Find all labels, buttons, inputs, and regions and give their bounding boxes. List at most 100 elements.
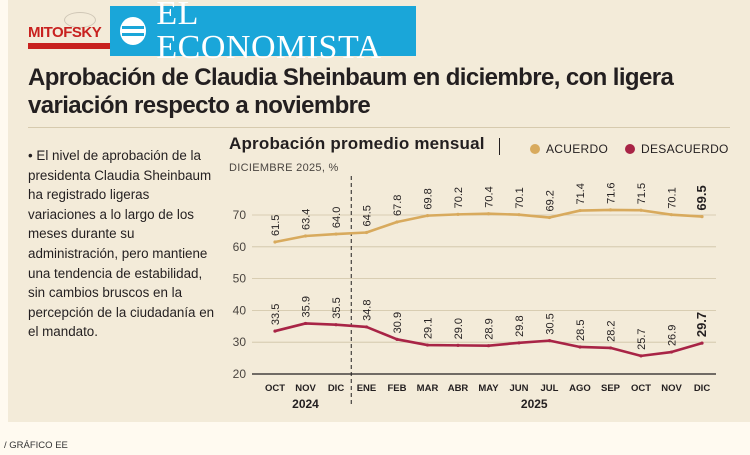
data-label-acuerdo-3: 64.5: [362, 205, 374, 226]
data-label-desacuerdo-2: 35.5: [331, 297, 343, 318]
data-label-acuerdo-6: 70.2: [453, 187, 465, 208]
data-point-desacuerdo-11: [608, 346, 613, 350]
data-label-desacuerdo-12: 25.7: [636, 328, 648, 349]
data-point-desacuerdo-2: [334, 323, 338, 327]
data-point-desacuerdo-5: [425, 343, 430, 347]
data-point-acuerdo-7: [486, 212, 491, 216]
y-tick-label-20: 20: [233, 367, 247, 381]
y-tick-label-30: 30: [233, 335, 247, 349]
mitofsky-swirl-icon: [64, 12, 96, 28]
data-label-acuerdo-9: 69.2: [545, 190, 557, 211]
mitofsky-logo: MITOFSKY: [28, 12, 110, 52]
data-label-acuerdo-0: 61.5: [270, 215, 282, 236]
data-label-desacuerdo-11: 28.2: [606, 321, 618, 342]
legend-item-desacuerdo: DESACUERDO: [625, 142, 729, 156]
y-tick-label-70: 70: [233, 208, 247, 222]
data-label-acuerdo-10: 71.4: [575, 183, 587, 204]
data-label-acuerdo-11: 71.6: [606, 182, 618, 203]
data-point-acuerdo-11: [608, 208, 613, 212]
x-tick-label-1: NOV: [295, 383, 316, 394]
data-label-desacuerdo-13: 26.9: [667, 325, 679, 346]
data-label-acuerdo-13: 70.1: [667, 187, 679, 208]
data-label-desacuerdo-1: 35.9: [301, 296, 313, 317]
credit-line: / GRÁFICO EE: [4, 440, 68, 451]
legend-item-acuerdo: ACUERDO: [530, 142, 608, 156]
x-tick-label-14: DIC: [694, 383, 711, 394]
data-label-desacuerdo-4: 30.9: [392, 312, 404, 333]
data-label-desacuerdo-7: 28.9: [484, 318, 496, 339]
data-label-acuerdo-8: 70.1: [514, 187, 526, 208]
y-tick-label-60: 60: [233, 240, 247, 254]
data-point-desacuerdo-10: [578, 345, 582, 349]
data-point-desacuerdo-8: [517, 341, 521, 345]
data-label-desacuerdo-10: 28.5: [575, 320, 587, 341]
data-point-acuerdo-5: [425, 214, 430, 218]
data-point-acuerdo-9: [547, 215, 552, 220]
data-label-acuerdo-1: 63.4: [301, 209, 313, 230]
data-point-desacuerdo-0: [273, 329, 277, 333]
data-point-acuerdo-0: [273, 240, 277, 244]
data-point-acuerdo-2: [334, 232, 338, 236]
data-point-acuerdo-12: [639, 208, 643, 212]
x-tick-label-12: OCT: [631, 383, 651, 394]
data-label-acuerdo-7: 70.4: [484, 186, 496, 207]
x-tick-label-5: MAR: [417, 383, 439, 394]
headline-divider: [28, 127, 730, 128]
data-point-acuerdo-14: [700, 214, 704, 219]
legend-dot-acuerdo: [530, 144, 540, 154]
x-tick-label-4: FEB: [388, 383, 407, 394]
headline: Aprobación de Claudia Sheinbaum en dicie…: [28, 64, 674, 119]
el-economista-globe-icon: [120, 17, 147, 45]
el-economista-logo: EL ECONOMISTA: [110, 0, 416, 65]
data-point-desacuerdo-7: [486, 344, 491, 348]
data-point-desacuerdo-3: [364, 325, 369, 329]
data-label-desacuerdo-8: 29.8: [514, 315, 526, 336]
data-point-desacuerdo-12: [639, 354, 643, 358]
body-text: • El nivel de aprobación de la president…: [28, 148, 215, 340]
data-label-desacuerdo-3: 34.8: [362, 300, 374, 321]
mitofsky-tagline-bar: [28, 43, 110, 49]
data-point-acuerdo-8: [517, 213, 521, 217]
mitofsky-wordmark: MITOFSKY: [28, 24, 102, 41]
x-tick-label-2: DIC: [328, 383, 345, 394]
x-tick-label-8: JUN: [509, 383, 528, 394]
data-label-desacuerdo-14: 29.7: [694, 312, 709, 337]
data-label-acuerdo-5: 69.8: [423, 188, 435, 209]
data-point-acuerdo-6: [456, 212, 460, 216]
data-point-acuerdo-13: [669, 213, 674, 217]
y-tick-label-50: 50: [233, 272, 247, 286]
x-tick-label-11: SEP: [601, 383, 621, 394]
x-tick-label-13: NOV: [661, 383, 682, 394]
data-point-acuerdo-1: [303, 234, 308, 238]
data-label-acuerdo-12: 71.5: [636, 183, 648, 204]
data-point-desacuerdo-1: [303, 321, 308, 326]
x-tick-label-7: MAY: [478, 383, 499, 394]
legend-dot-desacuerdo: [625, 144, 635, 154]
chart-title: Aprobación promedio mensual: [229, 134, 485, 153]
x-tick-label-6: ABR: [448, 383, 469, 394]
chart-subtitle: DICIEMBRE 2025, %: [229, 162, 339, 174]
data-label-desacuerdo-0: 33.5: [270, 304, 282, 325]
data-label-desacuerdo-9: 30.5: [545, 313, 557, 334]
data-point-desacuerdo-13: [669, 350, 674, 354]
year-label-2025: 2025: [521, 397, 548, 411]
x-tick-label-0: OCT: [265, 383, 285, 394]
legend-label-acuerdo: ACUERDO: [546, 142, 609, 156]
data-point-desacuerdo-6: [456, 343, 460, 347]
data-point-desacuerdo-14: [700, 341, 704, 345]
el-economista-wordmark: EL ECONOMISTA: [156, 0, 382, 66]
chart-title-divider: [499, 138, 500, 155]
data-point-acuerdo-10: [578, 208, 582, 213]
year-label-2024: 2024: [292, 397, 319, 411]
x-tick-label-9: JUL: [541, 383, 559, 394]
data-label-desacuerdo-6: 29.0: [453, 318, 465, 339]
x-tick-label-3: ENE: [357, 383, 377, 394]
legend-label-desacuerdo: DESACUERDO: [641, 142, 729, 156]
data-label-acuerdo-4: 67.8: [392, 195, 404, 216]
x-tick-label-10: AGO: [569, 383, 591, 394]
data-label-acuerdo-2: 64.0: [331, 207, 343, 228]
data-point-acuerdo-3: [364, 230, 369, 235]
data-label-acuerdo-14: 69.5: [694, 185, 709, 210]
data-label-desacuerdo-5: 29.1: [423, 318, 435, 339]
